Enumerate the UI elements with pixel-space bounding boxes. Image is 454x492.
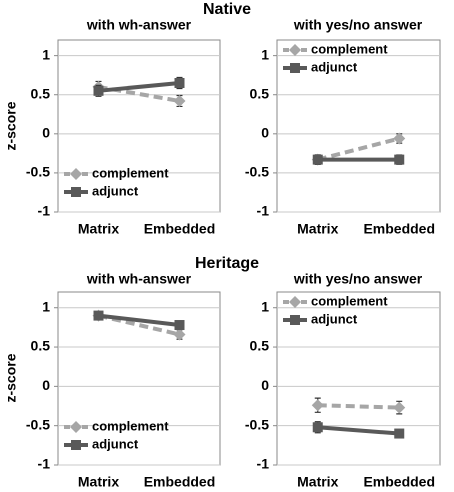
data-point xyxy=(394,428,405,439)
plot-area xyxy=(276,291,441,466)
y-tick-label: 1 xyxy=(42,46,50,62)
data-point xyxy=(174,320,185,331)
x-tick-label: Matrix xyxy=(78,221,119,237)
data-point xyxy=(394,154,405,165)
x-tick-label: Embedded xyxy=(363,221,435,237)
data-point xyxy=(393,132,406,145)
y-tick-label: -0.5 xyxy=(245,164,269,180)
x-tick-label: Embedded xyxy=(144,474,216,490)
data-point xyxy=(311,399,324,412)
data-point xyxy=(93,310,104,321)
y-tick-label: 0.5 xyxy=(31,338,51,354)
plot-area xyxy=(57,39,221,213)
legend-marker xyxy=(71,440,81,450)
data-point xyxy=(173,94,186,107)
y-tick-label: 0.5 xyxy=(250,85,270,101)
y-axis-label: z-score xyxy=(3,101,19,150)
chart-title: with wh-answer xyxy=(86,17,192,33)
chart-title: with wh-answer xyxy=(86,271,192,287)
y-tick-label: 0 xyxy=(261,377,269,393)
y-tick-label: -1 xyxy=(257,456,270,472)
legend-label: complement xyxy=(311,293,388,308)
legend-label: adjunct xyxy=(311,59,358,74)
data-point xyxy=(312,422,323,433)
y-tick-label: 0.5 xyxy=(31,85,51,101)
plot-area xyxy=(276,39,441,213)
y-tick-label: 0 xyxy=(261,125,269,141)
y-tick-label: -0.5 xyxy=(245,416,269,432)
legend-marker xyxy=(289,44,301,56)
series-line xyxy=(98,81,180,93)
legend-label: adjunct xyxy=(311,311,358,326)
x-tick-label: Matrix xyxy=(297,221,338,237)
legend-marker xyxy=(71,187,81,197)
legend-label: complement xyxy=(92,165,169,180)
y-tick-label: -1 xyxy=(257,203,270,219)
y-tick-label: -1 xyxy=(38,203,51,219)
legend-marker xyxy=(290,315,300,325)
group-title: Native xyxy=(203,1,251,18)
series-line xyxy=(317,425,400,436)
group-title: Heritage xyxy=(195,255,259,272)
legend-label: complement xyxy=(311,41,388,56)
x-tick-label: Embedded xyxy=(363,474,435,490)
y-axis-label: z-score xyxy=(3,353,19,402)
x-tick-label: Matrix xyxy=(297,474,338,490)
y-tick-label: 0 xyxy=(42,377,50,393)
legend-marker xyxy=(70,421,82,433)
legend-marker xyxy=(70,168,82,180)
legend-label: adjunct xyxy=(92,183,139,198)
y-tick-label: 0.5 xyxy=(250,338,270,354)
y-tick-label: -1 xyxy=(38,456,51,472)
y-tick-label: 1 xyxy=(261,46,269,62)
y-tick-label: -0.5 xyxy=(26,416,50,432)
legend-marker xyxy=(289,296,301,308)
series-line xyxy=(317,136,400,162)
y-tick-label: 1 xyxy=(42,298,50,314)
data-point xyxy=(173,328,186,341)
series-line xyxy=(98,313,180,328)
data-point xyxy=(312,154,323,165)
data-point xyxy=(93,85,104,96)
chart-title: with yes/no answer xyxy=(293,17,423,33)
data-point xyxy=(174,78,185,88)
legend-label: complement xyxy=(92,418,169,433)
legend-label: adjunct xyxy=(92,436,139,451)
x-tick-label: Matrix xyxy=(78,474,119,490)
data-point xyxy=(393,401,406,414)
plot-area xyxy=(57,291,221,466)
y-tick-label: 1 xyxy=(261,298,269,314)
y-tick-label: -0.5 xyxy=(26,164,50,180)
chart-title: with yes/no answer xyxy=(293,271,423,287)
x-tick-label: Embedded xyxy=(144,221,216,237)
y-tick-label: 0 xyxy=(42,125,50,141)
legend-marker xyxy=(290,63,300,73)
